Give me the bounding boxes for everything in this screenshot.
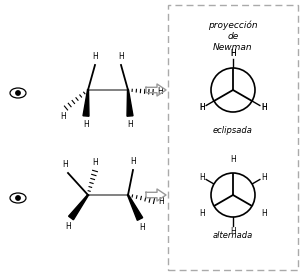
Text: H: H xyxy=(261,172,267,182)
Text: H: H xyxy=(92,52,98,61)
Text: H: H xyxy=(62,160,68,169)
Text: H: H xyxy=(60,112,66,121)
Text: proyección
de
Newman: proyección de Newman xyxy=(208,20,258,52)
Text: H: H xyxy=(230,50,236,59)
Circle shape xyxy=(16,91,20,95)
FancyBboxPatch shape xyxy=(168,5,298,270)
Circle shape xyxy=(16,196,20,200)
Text: H: H xyxy=(130,157,136,166)
Polygon shape xyxy=(127,90,133,116)
Circle shape xyxy=(211,68,255,112)
Text: H: H xyxy=(83,120,89,129)
Text: H: H xyxy=(118,52,124,61)
Text: H: H xyxy=(157,87,163,97)
Text: H: H xyxy=(230,227,236,235)
Text: H: H xyxy=(230,50,236,59)
Text: H: H xyxy=(261,103,267,112)
Text: H: H xyxy=(261,208,267,218)
Text: H: H xyxy=(199,103,205,112)
Polygon shape xyxy=(83,90,89,116)
Text: H: H xyxy=(199,103,205,112)
Text: H: H xyxy=(139,223,145,232)
Text: alternada: alternada xyxy=(213,231,253,240)
Text: H: H xyxy=(199,208,205,218)
Polygon shape xyxy=(69,195,88,220)
Text: H: H xyxy=(158,197,164,205)
Polygon shape xyxy=(128,195,143,220)
Text: H: H xyxy=(92,158,98,167)
Text: H: H xyxy=(261,103,267,112)
Text: H: H xyxy=(199,172,205,182)
Text: eclipsada: eclipsada xyxy=(213,126,253,135)
Text: H: H xyxy=(65,222,71,231)
Text: H: H xyxy=(230,155,236,164)
Circle shape xyxy=(211,173,255,217)
Text: H: H xyxy=(127,120,133,129)
